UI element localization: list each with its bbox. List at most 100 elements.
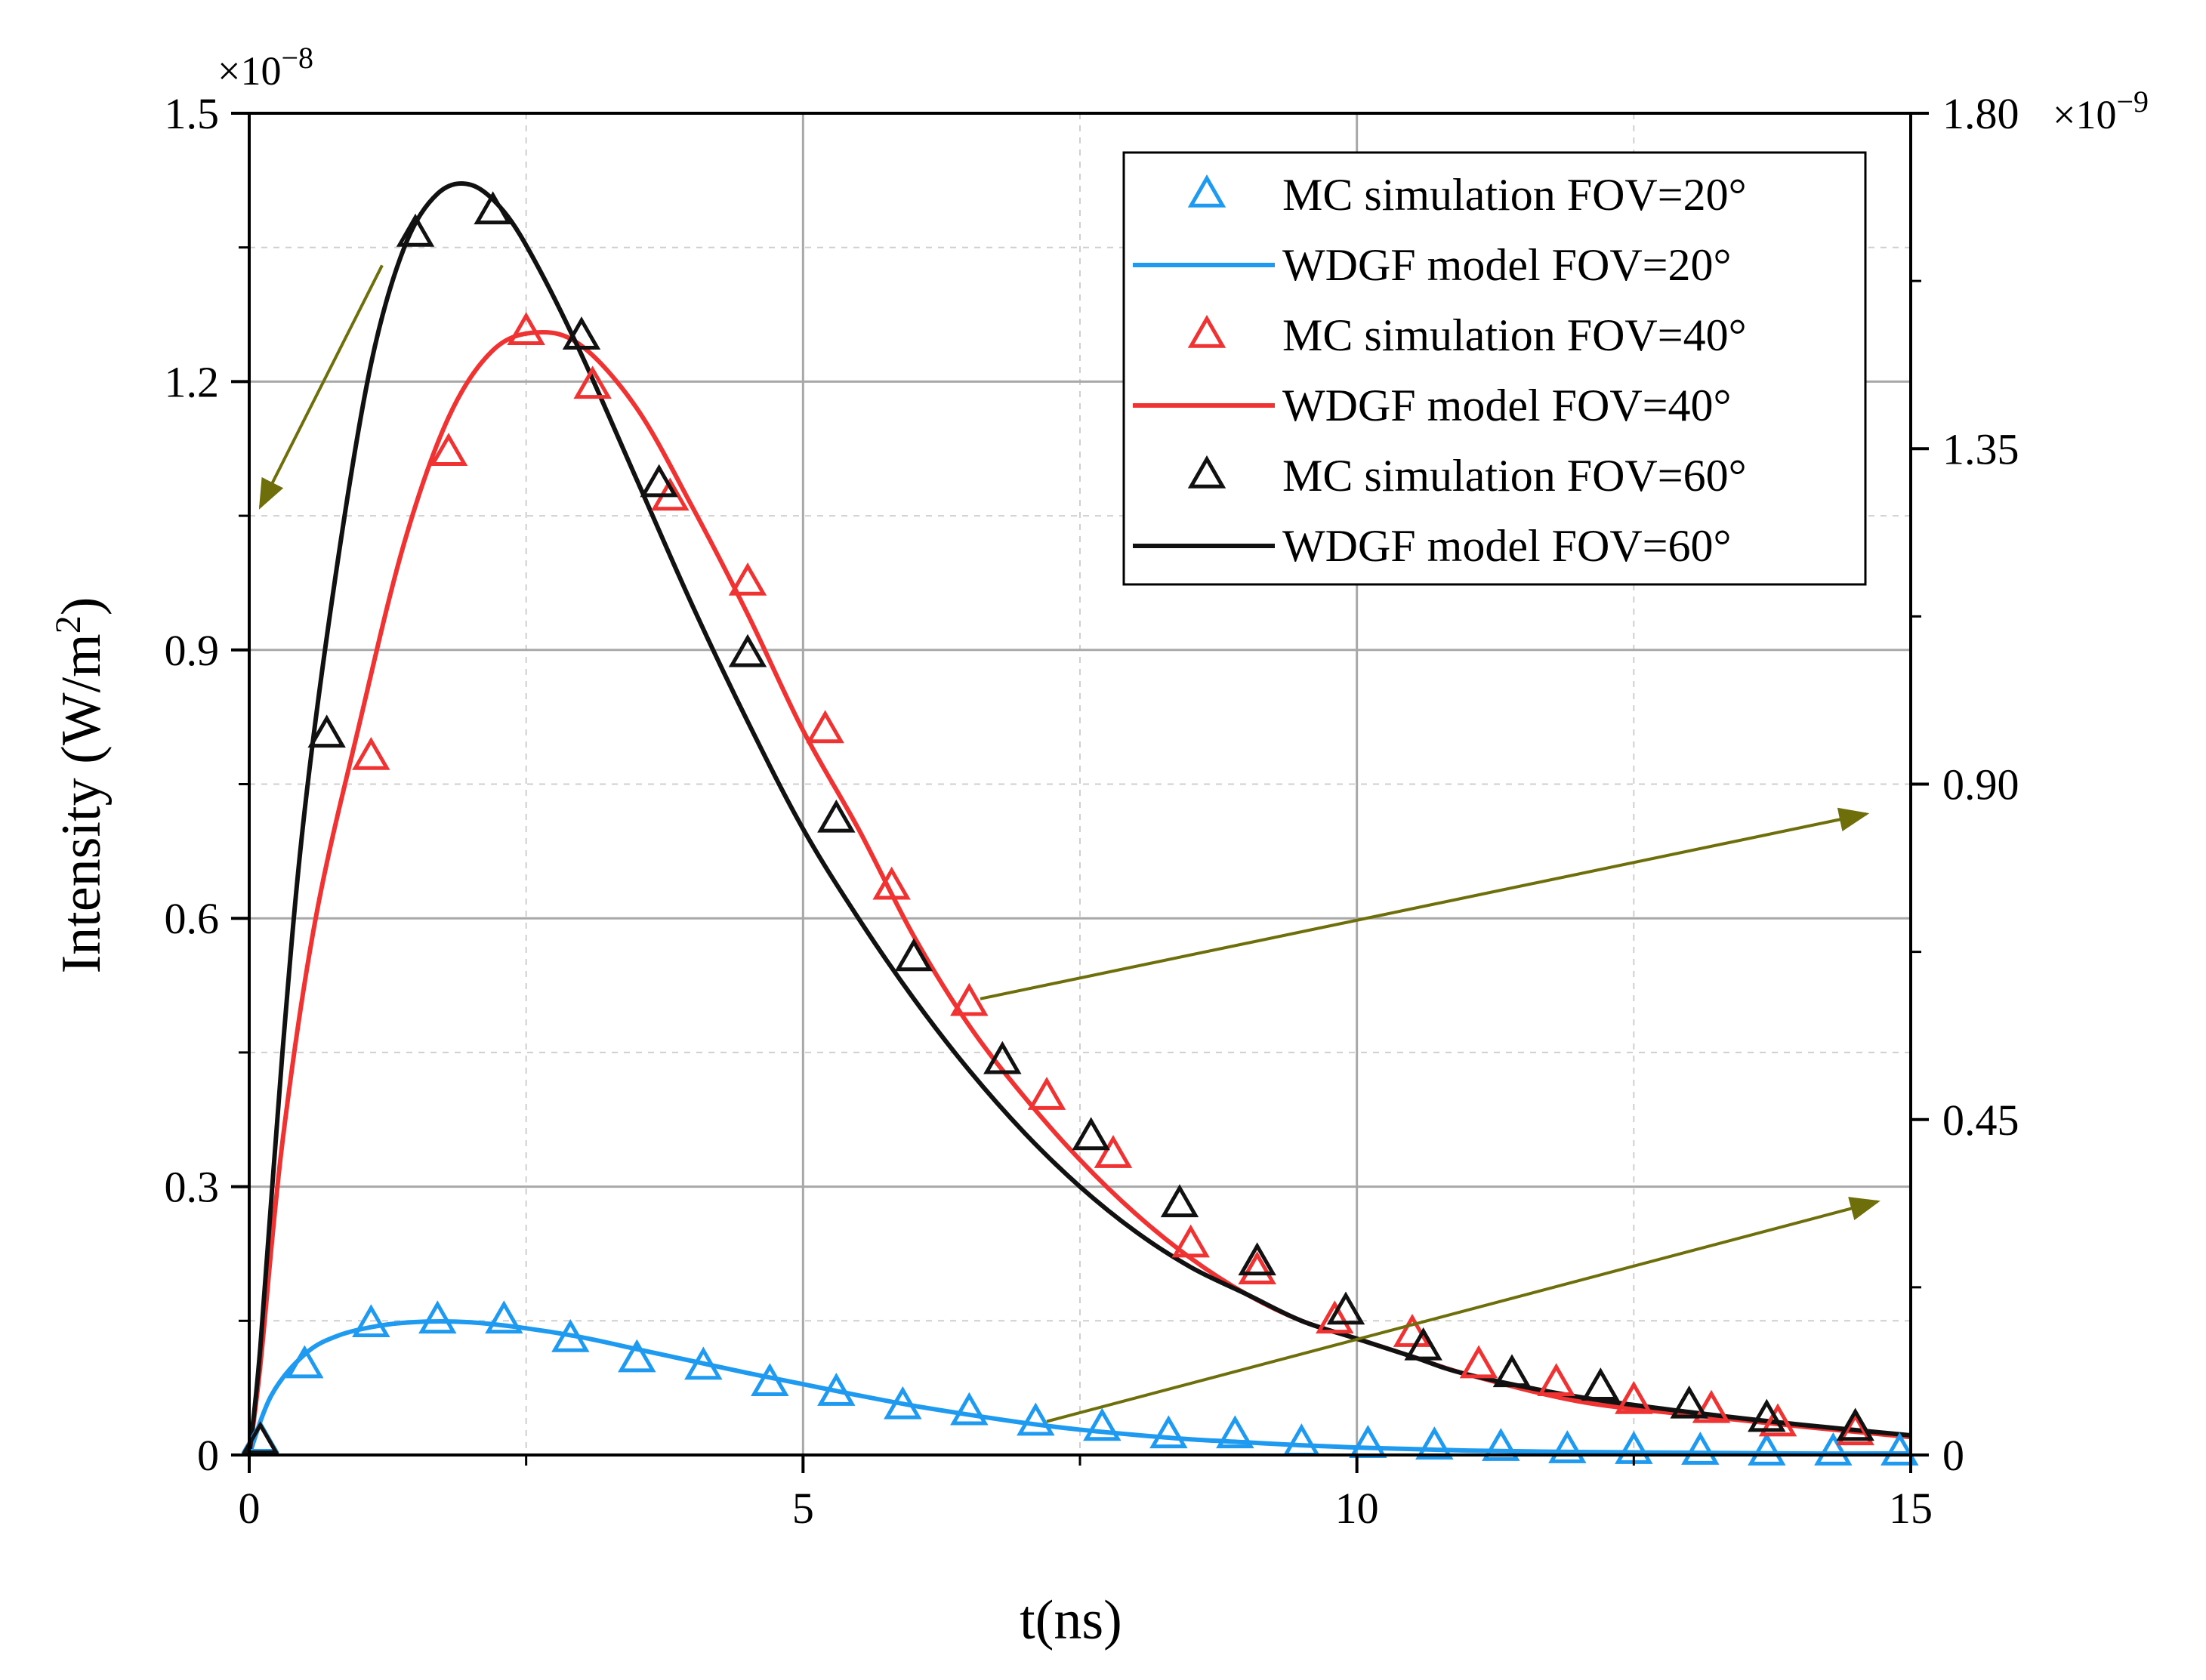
- series-marker: [640, 464, 678, 498]
- y-axis-title-main: Intensity (W/m: [51, 633, 113, 973]
- legend-box: [1122, 151, 1867, 586]
- legend-swatch: [1187, 455, 1226, 489]
- legend-swatch: [1187, 174, 1226, 208]
- series-marker: [429, 433, 468, 466]
- right-axis-multiplier: ×10−9: [2053, 85, 2149, 138]
- series-marker: [1670, 1385, 1708, 1419]
- series-marker: [507, 312, 545, 346]
- y-tick-label: 1.5: [165, 89, 220, 138]
- series-marker: [1238, 1242, 1276, 1276]
- series-marker: [1017, 1402, 1055, 1436]
- y-axis-title: Intensity (W/m2): [48, 597, 113, 974]
- y-axis-title-sup: 2: [48, 615, 88, 633]
- series-marker: [684, 1346, 723, 1380]
- y2-tick-label: 0: [1942, 1431, 1964, 1480]
- series-marker: [1160, 1184, 1199, 1218]
- y-tick-label: 1.2: [165, 357, 220, 406]
- series-marker: [1149, 1415, 1188, 1449]
- y-tick-label: 0: [197, 1431, 219, 1480]
- series-marker: [872, 866, 911, 900]
- y-tick-label: 0.6: [165, 894, 220, 943]
- legend: MC simulation FOV=20° WDGF model FOV=20° M…: [1122, 151, 1867, 586]
- series-marker: [1748, 1398, 1786, 1432]
- series-marker: [817, 1373, 856, 1406]
- annotation-arrow: [1046, 1197, 1880, 1423]
- series-marker: [1216, 1415, 1254, 1449]
- annotation-arrow: [980, 807, 1870, 1000]
- series-marker: [1482, 1428, 1520, 1461]
- series-marker: [396, 213, 435, 247]
- series-marker: [474, 191, 512, 225]
- series-marker: [1459, 1345, 1498, 1379]
- series-marker: [1072, 1117, 1110, 1151]
- series-marker: [1404, 1327, 1442, 1361]
- left-axis-multiplier-base: ×10: [218, 48, 281, 94]
- y-tick-label: 0.3: [165, 1163, 220, 1212]
- series-marker: [1393, 1314, 1432, 1347]
- x-axis-title: t(ns): [1020, 1589, 1122, 1651]
- x-tick-label: 5: [792, 1484, 814, 1533]
- series-marker: [1581, 1367, 1620, 1401]
- series-marker: [950, 982, 989, 1016]
- series-marker: [728, 562, 767, 596]
- right-axis-multiplier-base: ×10: [2053, 92, 2116, 137]
- series-marker: [562, 316, 601, 350]
- left-axis-multiplier: ×10−8: [218, 41, 313, 94]
- series-marker: [1094, 1135, 1133, 1168]
- series-marker: [1615, 1380, 1653, 1414]
- series-marker: [485, 1300, 523, 1334]
- series-marker: [751, 1363, 789, 1397]
- y-axis-title-end: ): [51, 597, 113, 616]
- series-marker: [307, 714, 346, 748]
- series-marker: [1681, 1432, 1720, 1465]
- series-marker: [728, 633, 767, 667]
- series-marker: [418, 1300, 457, 1334]
- series-marker: [573, 365, 612, 399]
- series-marker: [806, 710, 844, 744]
- series-marker: [1171, 1224, 1210, 1258]
- series-line: [247, 181, 1911, 1456]
- series-marker: [618, 1339, 656, 1373]
- series-layer: [241, 181, 1919, 1466]
- y2-tick-label: 1.35: [1942, 424, 2019, 473]
- series-marker: [1814, 1432, 1853, 1466]
- series-marker: [285, 1345, 324, 1379]
- series-marker: [884, 1386, 922, 1420]
- series-marker: [1537, 1363, 1575, 1397]
- legend-label: WDGF model FOV=20°: [1282, 240, 1732, 290]
- x-tick-label: 10: [1335, 1484, 1379, 1533]
- annotation-arrows: [258, 264, 1880, 1423]
- series-marker: [352, 1304, 390, 1338]
- left-axis-multiplier-exp: −8: [281, 41, 313, 75]
- series-marker: [551, 1318, 590, 1352]
- y2-tick-label: 0.45: [1942, 1096, 2019, 1145]
- legend-label: MC simulation FOV=60°: [1282, 451, 1747, 501]
- series-marker: [1692, 1389, 1731, 1423]
- series-marker: [1027, 1077, 1066, 1110]
- series-marker: [817, 799, 856, 833]
- y2-tick-label: 1.80: [1942, 89, 2019, 138]
- series-marker: [1748, 1432, 1786, 1466]
- series-marker: [352, 736, 390, 770]
- series-marker: [950, 1392, 989, 1426]
- series-marker: [1083, 1407, 1122, 1441]
- right-axis-multiplier-exp: −9: [2116, 85, 2149, 119]
- series-marker: [1758, 1403, 1797, 1437]
- x-tick-label: 15: [1889, 1484, 1933, 1533]
- legend-label: MC simulation FOV=40°: [1282, 310, 1747, 360]
- legend-label: WDGF model FOV=60°: [1282, 521, 1732, 571]
- x-tick-label: 0: [239, 1484, 261, 1533]
- series-marker: [1316, 1300, 1354, 1334]
- series-marker: [1326, 1291, 1365, 1325]
- annotation-arrow: [258, 264, 384, 510]
- legend-label: WDGF model FOV=40°: [1282, 381, 1732, 430]
- series-marker: [1880, 1432, 1919, 1466]
- y2-tick-label: 0.90: [1942, 760, 2019, 809]
- series-marker: [983, 1040, 1022, 1074]
- series-marker: [1836, 1412, 1874, 1446]
- series-marker: [894, 938, 933, 972]
- series-marker: [1492, 1354, 1532, 1388]
- y-tick-label: 0.9: [165, 626, 220, 675]
